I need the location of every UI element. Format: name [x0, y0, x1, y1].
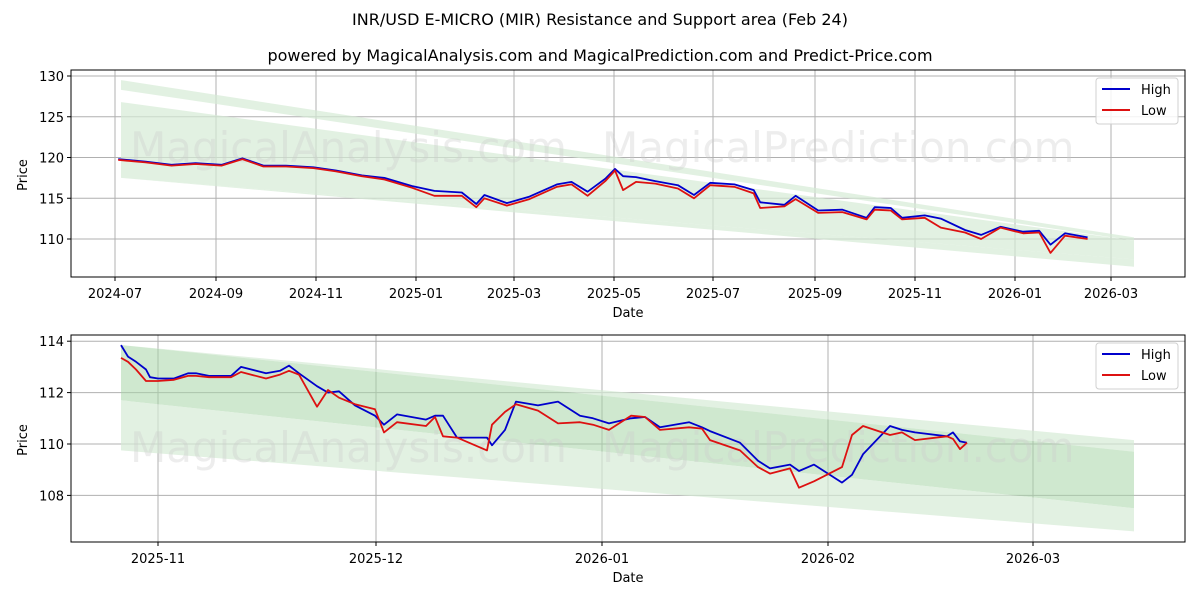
xtick-label: 2026-02 [801, 552, 855, 567]
chart-subtitle: powered by MagicalAnalysis.com and Magic… [267, 46, 933, 65]
legend-low-label: Low [1141, 104, 1167, 119]
bottom-chart-legend: High Low [1095, 342, 1179, 390]
xtick-label: 2024-07 [88, 287, 142, 302]
top-chart-bands [121, 80, 1134, 267]
bottom-chart-lines [120, 344, 968, 489]
top-chart-xticks: 2024-07 2024-09 2024-11 2025-01 2025-03 2025-… [88, 277, 1138, 302]
top-chart-panel: MagicalAnalysis.com MagicalPrediction.co… [16, 69, 1186, 321]
xtick-label: 2026-01 [988, 287, 1042, 302]
xtick-label: 2025-11 [131, 552, 185, 567]
band-resistance-upper [121, 80, 1134, 241]
bottom-chart-frame [70, 334, 1186, 543]
top-chart-lines [118, 157, 1088, 254]
xtick-label: 2026-03 [1084, 287, 1138, 302]
ytick-label: 108 [39, 489, 64, 504]
series-line-low [120, 357, 968, 489]
chart-title: INR/USD E-MICRO (MIR) Resistance and Sup… [352, 10, 848, 29]
bottom-chart-panel: MagicalAnalysis.com MagicalPrediction.co… [16, 334, 1186, 586]
ytick-label: 112 [39, 387, 64, 402]
legend-high-label: High [1141, 83, 1171, 98]
top-chart-legend: High Low [1095, 77, 1179, 125]
ytick-label: 125 [39, 111, 64, 126]
bottom-chart-xlabel: Date [612, 571, 643, 586]
xtick-label: 2025-01 [389, 287, 443, 302]
band-support-lower [121, 177, 1134, 267]
bottom-chart-bands [121, 345, 1134, 532]
top-chart-ylabel: Price [16, 159, 31, 191]
series-line-low [118, 158, 1088, 254]
top-chart-xlabel: Date [612, 306, 643, 321]
ytick-label: 114 [39, 335, 64, 350]
legend-high-label: High [1141, 348, 1171, 363]
xtick-label: 2026-01 [575, 552, 629, 567]
band-main-band [121, 345, 1134, 509]
xtick-label: 2025-12 [349, 552, 403, 567]
band-support-outer [121, 400, 1134, 532]
series-line-high [120, 344, 968, 484]
xtick-label: 2025-09 [788, 287, 842, 302]
xtick-label: 2024-11 [289, 287, 343, 302]
xtick-label: 2024-09 [189, 287, 243, 302]
top-chart-frame [70, 69, 1186, 278]
xtick-label: 2026-03 [1006, 552, 1060, 567]
band-resistance-support-main [121, 102, 1134, 260]
xtick-label: 2025-05 [587, 287, 641, 302]
ytick-label: 115 [39, 192, 64, 207]
bottom-chart-yticks: 108 110 112 114 [39, 335, 71, 504]
bottom-chart-xticks: 2025-11 2025-12 2026-01 2026-02 2026-03 [131, 542, 1060, 567]
legend-low-label: Low [1141, 369, 1167, 384]
watermark-prediction-bottom: MagicalPrediction.com [602, 423, 1075, 472]
xtick-label: 2025-07 [686, 287, 740, 302]
xtick-label: 2025-03 [487, 287, 541, 302]
watermark-analysis-bottom: MagicalAnalysis.com [130, 423, 567, 472]
bottom-chart-ylabel: Price [16, 424, 31, 456]
band-resistance-outer [121, 345, 1134, 452]
ytick-label: 120 [39, 152, 64, 167]
ytick-label: 130 [39, 70, 64, 85]
xtick-label: 2025-11 [888, 287, 942, 302]
watermark-prediction-top: MagicalPrediction.com [602, 123, 1075, 172]
top-chart-yticks: 110 115 120 125 130 [39, 70, 71, 248]
ytick-label: 110 [39, 233, 64, 248]
ytick-label: 110 [39, 438, 64, 453]
